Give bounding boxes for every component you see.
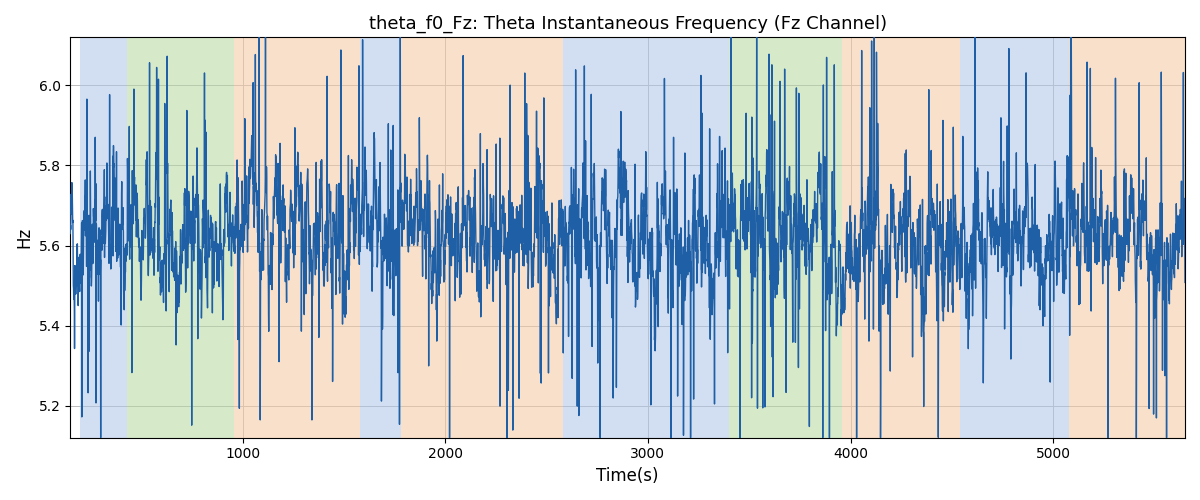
Bar [360,38,401,438]
X-axis label: Time(s): Time(s) [596,467,659,485]
Bar [842,38,960,438]
Bar [401,38,563,438]
Bar [728,38,842,438]
Title: theta_f0_Fz: Theta Instantaneous Frequency (Fz Channel): theta_f0_Fz: Theta Instantaneous Frequen… [368,15,887,34]
Bar [1069,38,1184,438]
Bar [127,38,234,438]
Bar [234,38,360,438]
Y-axis label: Hz: Hz [16,227,34,248]
Bar [80,38,127,438]
Bar [960,38,1069,438]
Bar [563,38,728,438]
